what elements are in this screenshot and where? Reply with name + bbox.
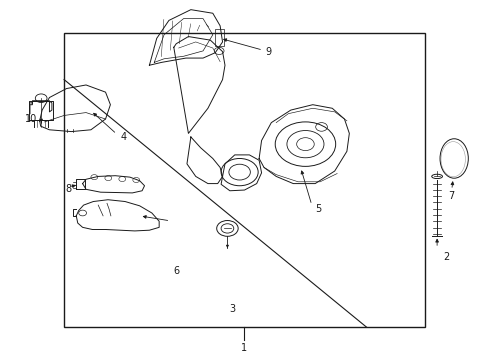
Text: 4: 4 [120, 132, 126, 142]
Text: 1: 1 [241, 343, 247, 353]
Text: 10: 10 [25, 114, 38, 125]
Text: 3: 3 [229, 304, 235, 314]
Bar [64, 33, 424, 327]
Text: 7: 7 [447, 191, 454, 201]
Bar [215, 30, 224, 45]
Text: 5: 5 [315, 204, 321, 214]
Text: 2: 2 [443, 252, 449, 262]
Text: 6: 6 [173, 266, 180, 276]
Text: 8: 8 [65, 184, 71, 194]
Text: 9: 9 [265, 46, 271, 57]
